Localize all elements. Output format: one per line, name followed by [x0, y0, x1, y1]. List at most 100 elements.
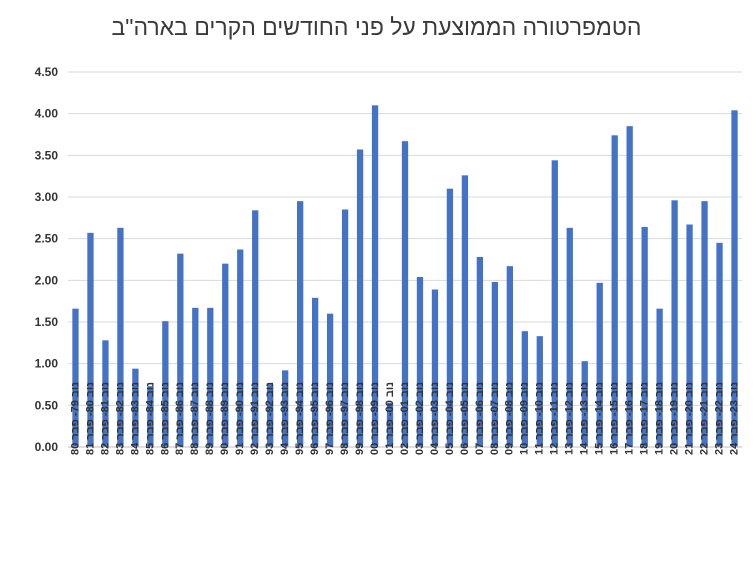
chart-title: הטמפרטורה הממוצעת על פני החודשים הקרים ב… [111, 14, 642, 40]
bar [626, 126, 633, 448]
x-tick-label: נוב 03- פבר 04 [429, 382, 441, 455]
x-tick-label: נוב 86- פבר 87 [174, 382, 186, 455]
x-tick-label: נוב 21- פבר 22 [699, 382, 711, 455]
x-tick-label: נוב 96- פבר 97 [324, 382, 336, 455]
bar [132, 368, 139, 447]
x-tick-label: נוב 99- פבר 00 [369, 382, 381, 455]
bar [716, 242, 723, 447]
bar [222, 263, 229, 447]
x-tick-label: נוב 79- פבר 80 [69, 382, 81, 455]
y-tick-label: 3.00 [35, 190, 59, 204]
bar [386, 402, 394, 447]
x-tick-label: נוב 23- פבר 24 [728, 382, 740, 455]
bar [551, 160, 558, 448]
x-tick-label: נוב 01- פבר 02 [399, 382, 411, 455]
x-tick-label: נוב 15- פבר 16 [609, 382, 621, 455]
x-tick-label: נוב 85- פבר 86 [159, 382, 171, 455]
bar [162, 321, 169, 447]
bar [401, 141, 409, 447]
bar [416, 277, 424, 447]
bar [311, 297, 319, 447]
bar [267, 384, 274, 447]
x-tick-label: נוב 93- פבר 94 [279, 382, 291, 455]
bar [371, 105, 379, 447]
x-tick-label: נוב 81- פבר 82 [99, 382, 111, 455]
x-tick-label: נוב 07- פבר 08 [489, 382, 501, 455]
bar [356, 149, 364, 447]
bar [282, 370, 289, 447]
y-tick-label: 0.00 [35, 440, 59, 454]
y-tick-label: 3.50 [35, 148, 59, 162]
bar [431, 289, 439, 447]
x-tick-label: נוב 08- פבר 09 [504, 382, 516, 455]
bar [671, 200, 678, 447]
bar [192, 307, 199, 447]
bar [237, 249, 244, 447]
bar [506, 266, 513, 447]
bar [731, 110, 738, 447]
x-tick-label: נוב 04- פבר 05 [444, 382, 456, 455]
y-tick-label: 0.50 [35, 398, 59, 412]
x-tick-label: נוב 88- פבר 89 [204, 382, 216, 455]
x-tick-label: נוב 97- פבר 98 [339, 382, 351, 455]
bar [701, 201, 708, 447]
bar [177, 253, 184, 447]
x-tick-label: נוב 10- פבר 11 [534, 382, 546, 455]
bar [207, 307, 214, 447]
bar [446, 188, 454, 447]
x-tick-label: נוב 87- פבר 88 [189, 382, 201, 455]
bar [566, 227, 573, 447]
bar [87, 232, 94, 447]
x-tick-label: נוב 02- פבר 03 [414, 382, 426, 455]
y-tick-label: 1.00 [35, 357, 59, 371]
x-tick-label: נוב 18- פבר 19 [654, 382, 666, 455]
x-tick-label: נוב 17- פבר 18 [639, 382, 651, 455]
bar [641, 227, 648, 447]
x-tick-label: נוב 83- פבר 84 [129, 382, 141, 455]
x-tick-label: נוב 20- פבר 21 [684, 382, 696, 455]
bar [147, 386, 154, 447]
y-tick-label: 1.50 [35, 315, 59, 329]
bar [297, 201, 304, 447]
x-tick-label: נוב 06- פבר 07 [474, 382, 486, 455]
y-tick-label: 2.50 [35, 232, 59, 246]
bar [72, 308, 79, 447]
bar [117, 227, 124, 447]
y-tick-label: 2.00 [35, 273, 59, 287]
bar [326, 313, 334, 447]
x-tick-label: נוב 90- פבר 91 [234, 382, 246, 455]
x-tick-label: נוב 12- פבר 13 [564, 382, 576, 455]
bar [252, 210, 259, 447]
bar [461, 175, 469, 448]
x-tick-label: נוב 98- פבר 99 [354, 382, 366, 455]
x-tick-label: נוב 82- פבר 83 [114, 382, 126, 455]
x-tick-label: נוב 14- פבר 15 [594, 382, 606, 455]
y-tick-label: 4.00 [35, 107, 59, 121]
bar [521, 331, 528, 447]
x-tick-label: נוב 89- פבר 90 [219, 382, 231, 455]
x-tick-label: נוב 94- פבר 95 [294, 382, 306, 455]
y-tick-labels: 0.00 0.50 1.00 1.50 2.00 2.50 3.00 3.50 4.00 4.50 [35, 65, 59, 454]
x-tick-label: נוב 91- פבר 92 [249, 382, 261, 455]
x-tick-label: נוב 11- פבר 12 [549, 382, 561, 455]
x-tick-label: נוב 19- פבר 20 [669, 382, 681, 455]
x-tick-label: נוב 16- פבר 17 [624, 382, 636, 455]
bars [72, 105, 738, 448]
bar [536, 336, 543, 447]
bar [611, 135, 618, 448]
bar [581, 361, 588, 447]
x-tick-label: נוב 13- פבר 14 [579, 382, 591, 455]
x-tick-label: נוב 05- פבר 06 [459, 382, 471, 455]
bar [686, 224, 693, 447]
bar [656, 308, 663, 447]
x-tick-label: נוב 09- פבר 10 [519, 382, 531, 455]
bar [102, 340, 109, 447]
bar [341, 209, 349, 447]
bar [476, 257, 484, 447]
x-tick-label: נוב 80- פבר 81 [84, 382, 96, 455]
x-tick-label: נוב 00- פבר 01 [384, 382, 396, 455]
x-tick-label: נוב 95- פבר 96 [309, 382, 321, 455]
